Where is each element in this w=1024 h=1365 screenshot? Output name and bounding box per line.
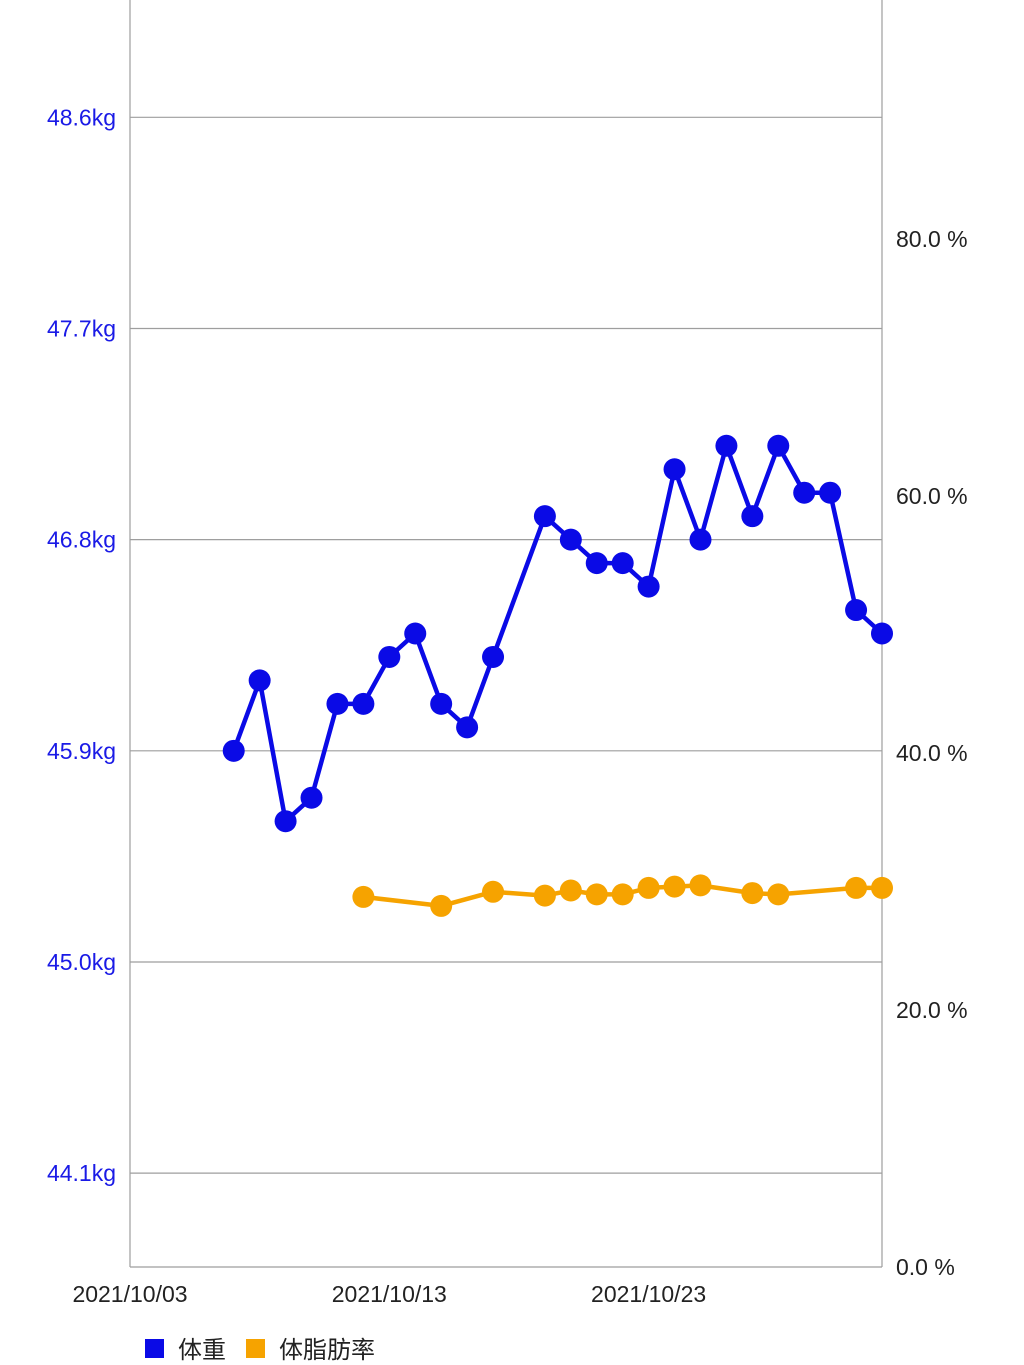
- data-point[interactable]: [741, 505, 764, 528]
- legend-item-1[interactable]: 体脂肪率: [246, 1336, 375, 1364]
- grid-lines: [130, 116, 882, 1174]
- data-point[interactable]: [482, 880, 505, 903]
- data-point[interactable]: [845, 599, 868, 622]
- data-point[interactable]: [430, 894, 453, 917]
- data-point[interactable]: [663, 875, 686, 898]
- data-point[interactable]: [637, 876, 660, 899]
- data-point[interactable]: [248, 669, 271, 692]
- data-point[interactable]: [637, 575, 660, 598]
- data-point[interactable]: [456, 716, 479, 739]
- data-point[interactable]: [819, 481, 842, 504]
- data-point[interactable]: [767, 883, 790, 906]
- data-point[interactable]: [689, 874, 712, 897]
- data-point[interactable]: [352, 692, 375, 715]
- series-line-0: [231, 443, 885, 824]
- data-point[interactable]: [611, 552, 634, 575]
- y-right-tick-label: 60.0 %: [896, 483, 968, 509]
- data-point[interactable]: [559, 879, 582, 902]
- x-axis-ticks: 2021/10/03 2021/10/13 2021/10/23: [72, 1281, 706, 1307]
- data-point[interactable]: [793, 481, 816, 504]
- data-point[interactable]: [533, 884, 556, 907]
- data-point[interactable]: [663, 458, 686, 481]
- legend-swatch: [145, 1339, 164, 1358]
- data-point[interactable]: [300, 786, 323, 809]
- data-point[interactable]: [611, 883, 634, 906]
- y-left-tick-label: 47.7kg: [47, 315, 116, 341]
- y-left-tick-label: 48.6kg: [47, 104, 116, 130]
- data-point[interactable]: [559, 528, 582, 551]
- data-point[interactable]: [274, 810, 297, 833]
- y-left-tick-label: 46.8kg: [47, 527, 116, 553]
- legend-label: 体重: [178, 1336, 226, 1364]
- x-tick-label: 2021/10/13: [332, 1281, 447, 1307]
- data-point[interactable]: [430, 692, 453, 715]
- y-axis-left-ticks: 44.1kg 45.0kg 45.9kg 46.8kg 47.7kg 48.6kg: [47, 104, 116, 1186]
- data-point[interactable]: [378, 645, 401, 668]
- y-right-tick-label: 20.0 %: [896, 997, 968, 1023]
- y-left-tick-label: 45.9kg: [47, 738, 116, 764]
- data-point[interactable]: [871, 622, 893, 645]
- y-right-tick-label: 80.0 %: [896, 226, 968, 252]
- data-point[interactable]: [689, 528, 712, 551]
- data-point[interactable]: [845, 876, 868, 899]
- data-point[interactable]: [741, 882, 764, 905]
- data-point[interactable]: [767, 434, 790, 457]
- data-point[interactable]: [715, 434, 738, 457]
- data-point[interactable]: [222, 739, 245, 762]
- data-point[interactable]: [326, 692, 349, 715]
- y-left-tick-label: 45.0kg: [47, 949, 116, 975]
- data-point[interactable]: [482, 645, 505, 668]
- data-point[interactable]: [352, 885, 375, 908]
- data-point[interactable]: [533, 505, 556, 528]
- legend-swatch: [246, 1339, 265, 1358]
- series-layer: [222, 434, 893, 917]
- data-point[interactable]: [585, 552, 608, 575]
- legend-item-0[interactable]: 体重: [145, 1336, 226, 1364]
- y-right-tick-label: 40.0 %: [896, 740, 968, 766]
- y-axis-right-ticks: 0.0 % 20.0 % 40.0 % 60.0 % 80.0 %: [896, 226, 968, 1280]
- plot-frame: [129, 0, 883, 1268]
- x-tick-label: 2021/10/03: [72, 1281, 187, 1307]
- data-point[interactable]: [871, 876, 893, 899]
- legend-label: 体脂肪率: [279, 1336, 375, 1364]
- y-left-tick-label: 44.1kg: [47, 1160, 116, 1186]
- data-point[interactable]: [404, 622, 427, 645]
- series-1: [352, 874, 893, 917]
- y-right-tick-label: 0.0 %: [896, 1254, 955, 1280]
- series-0: [222, 434, 893, 833]
- legend[interactable]: 体重 体脂肪率: [145, 1336, 375, 1364]
- data-point[interactable]: [585, 883, 608, 906]
- x-tick-label: 2021/10/23: [591, 1281, 706, 1307]
